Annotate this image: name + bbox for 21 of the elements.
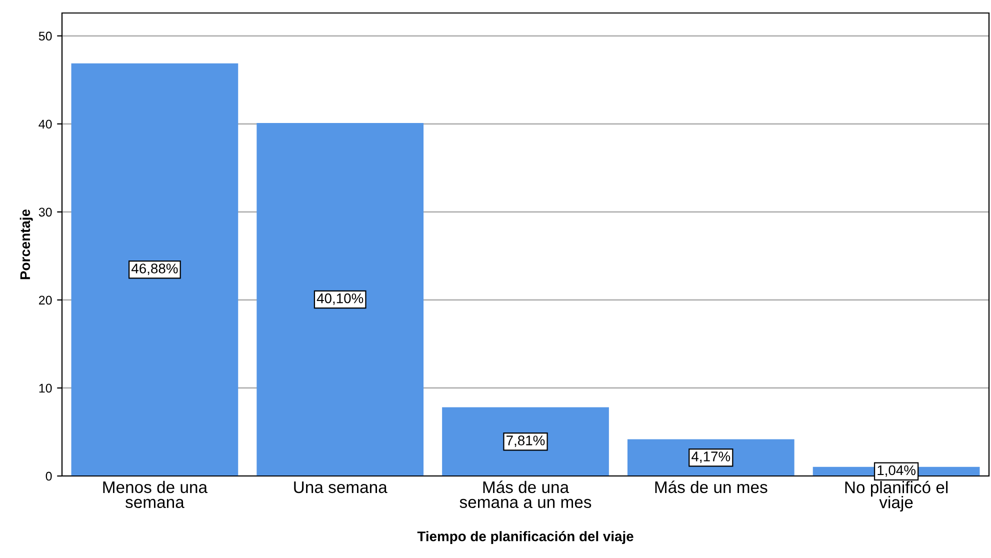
- data-label: 46,88%: [131, 264, 178, 276]
- y-axis-title: Porcentaje: [20, 209, 33, 280]
- data-label: 40,10%: [316, 293, 364, 305]
- x-tick-label: Más de una semana a un mes: [460, 480, 592, 508]
- y-tick-label: 20: [39, 296, 52, 305]
- data-label: 4,17%: [692, 452, 730, 464]
- x-tick-label: No planificó el viaje: [845, 480, 948, 512]
- x-tick-label: Menos de una semana: [103, 480, 208, 508]
- bar: [442, 407, 609, 476]
- y-tick-label: 30: [38, 208, 52, 217]
- x-tick-label: Una semana: [294, 481, 388, 494]
- y-tick-label: 40: [38, 120, 52, 129]
- x-tick-label: Más de un mes: [655, 480, 768, 494]
- x-axis-title: Tiempo de planificación del viaje: [417, 530, 634, 544]
- data-label: 1,04%: [878, 465, 916, 477]
- y-tick-label: 10: [39, 384, 52, 393]
- bar: [256, 123, 424, 476]
- bar: [71, 63, 238, 476]
- y-tick-label: 50: [38, 32, 52, 41]
- data-label: 7,81%: [506, 436, 545, 447]
- y-tick-label: 0: [46, 472, 52, 481]
